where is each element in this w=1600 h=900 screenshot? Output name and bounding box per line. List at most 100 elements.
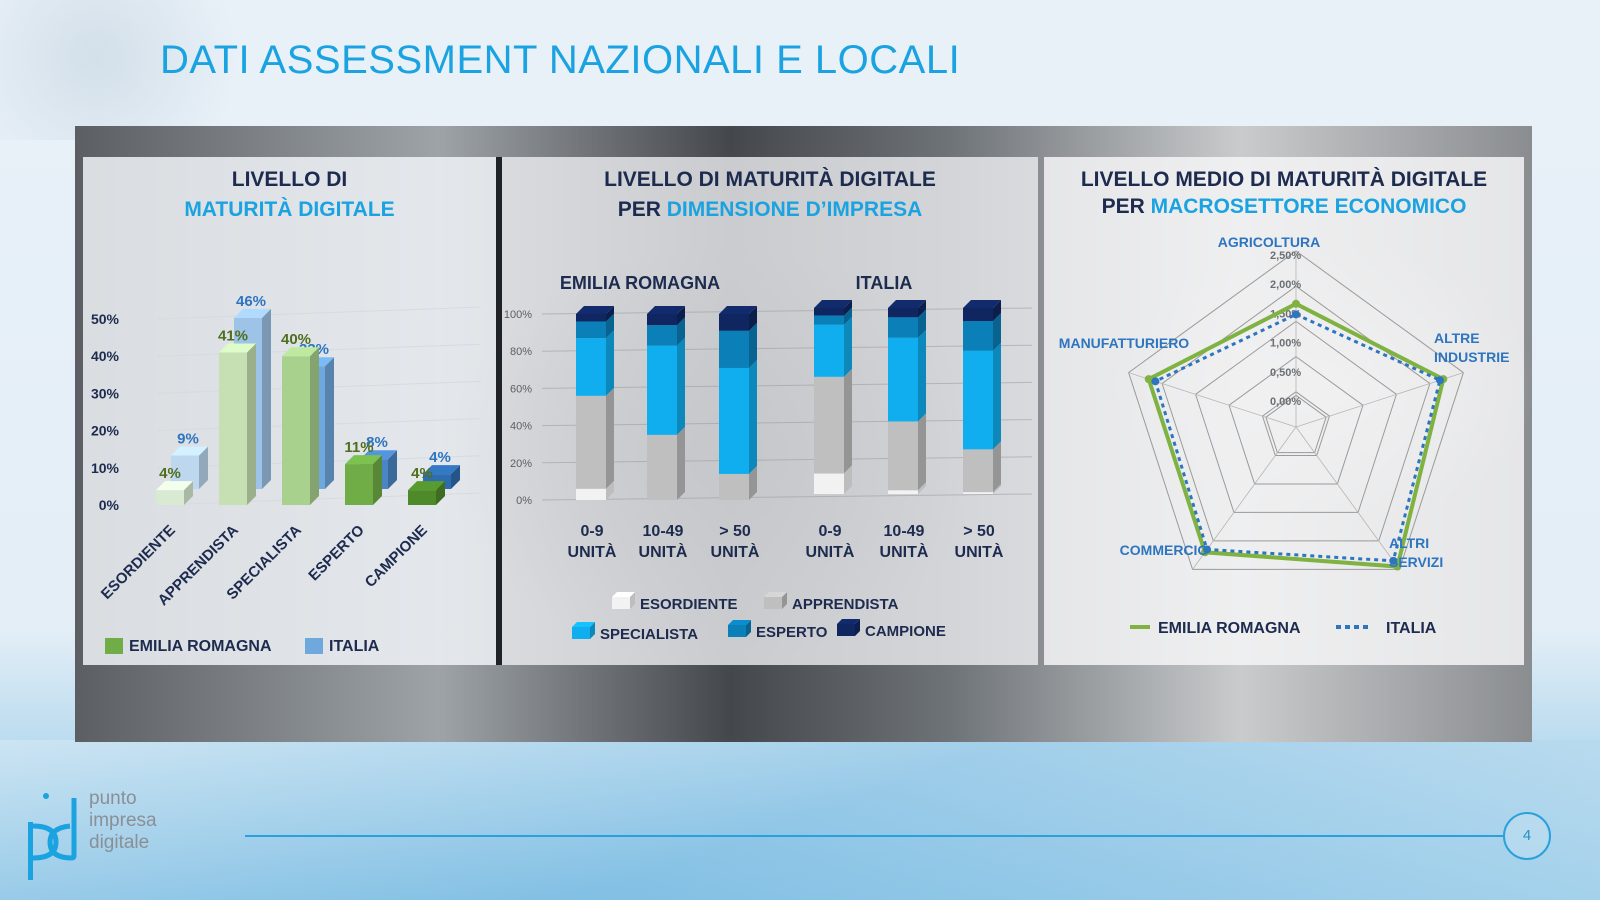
bar-segment-campione xyxy=(814,300,852,316)
x-category-label: 10-49 xyxy=(643,523,684,540)
radar-point xyxy=(1292,310,1300,319)
panel-title: LIVELLO DI MATURITÀ DIGITALE xyxy=(83,165,496,225)
page-title: DATI ASSESSMENT NAZIONALI E LOCALI xyxy=(160,38,961,82)
panel-title-prefix: PER xyxy=(1101,195,1151,218)
bar-segment-specialista-side xyxy=(918,329,926,422)
bar-segment-campione-side xyxy=(677,306,685,326)
gridline xyxy=(541,493,1033,501)
legend-swatch-side xyxy=(855,619,860,636)
bar-segment-apprendista-side xyxy=(844,368,852,474)
y-tick-label: 10% xyxy=(91,460,120,476)
bar-segment-campione-side xyxy=(993,300,1001,322)
bar-segment-specialista-side xyxy=(844,316,852,377)
bar-segment-apprendista-front xyxy=(647,434,677,500)
x-category-label: 10-49 xyxy=(884,523,925,540)
legend-label: EMILIA ROMAGNA xyxy=(1158,620,1301,637)
legend-swatch-front xyxy=(572,627,590,639)
bar-italia-side xyxy=(388,450,397,489)
radar-tick-label: 0,50% xyxy=(1270,367,1301,379)
radar-axis-label: COMMERCIO xyxy=(1120,542,1209,558)
radar-series-italia xyxy=(1153,312,1442,563)
gridline xyxy=(541,381,1033,389)
legend-label: CAMPIONE xyxy=(865,623,946,640)
bar-emilia-romagna-front xyxy=(282,356,310,505)
legend-label: ESORDIENTE xyxy=(640,596,738,613)
bar-segment-campione-top xyxy=(719,306,757,314)
radar-axis-label: AGRICOLTURA xyxy=(1218,234,1320,250)
radar-point xyxy=(1389,556,1398,565)
bar-segment-apprendista-side xyxy=(749,465,757,500)
bar-segment-esperto-side xyxy=(918,309,926,338)
radar-gridline xyxy=(1261,391,1331,456)
logo-line-3: digitale xyxy=(89,832,150,853)
bar-segment-specialista xyxy=(576,330,614,396)
bar-segment-specialista-side xyxy=(749,359,757,474)
gridline xyxy=(541,344,1033,352)
panel-company-size: LIVELLO DI MATURITÀ DIGITALE PER DIMENSI… xyxy=(502,157,1038,665)
logo-text: punto impresa digitale xyxy=(89,788,157,854)
bar-italia-side xyxy=(325,357,334,489)
bar-italia-side xyxy=(451,465,460,489)
panel-title-line1: LIVELLO MEDIO DI MATURITÀ DIGITALE xyxy=(1080,168,1488,191)
legend-label: SPECIALISTA xyxy=(600,626,698,643)
bar-segment-specialista-side xyxy=(993,342,1001,450)
bar-emilia-romagna-front xyxy=(219,352,247,505)
decorative-background-shapes xyxy=(0,740,1600,900)
bar-segment-campione-top xyxy=(888,300,926,308)
panel-divider xyxy=(496,157,502,665)
radar-point xyxy=(1393,562,1402,571)
bar-segment-esordiente-side xyxy=(606,480,614,500)
radar-tick-label: 2,50% xyxy=(1270,250,1301,262)
bar-emilia-romagna-side xyxy=(373,455,382,505)
legend-swatch-front xyxy=(612,597,630,609)
bar-segment-esordiente-front xyxy=(963,492,993,494)
bar-segment-specialista-front xyxy=(814,324,844,377)
data-label-italia: 8% xyxy=(366,434,388,451)
radar-tick-label: 2,00% xyxy=(1270,279,1301,291)
bar-emilia-romagna-top xyxy=(345,455,382,465)
legend-swatch-top xyxy=(837,619,860,624)
radar-point xyxy=(1151,377,1160,386)
legend-swatch-side xyxy=(590,622,595,639)
bar-emilia-romagna xyxy=(408,481,445,505)
legend-swatch xyxy=(305,638,323,654)
legend-swatch-front xyxy=(764,597,782,609)
bar-emilia-romagna-side xyxy=(247,343,256,505)
bar-segment-esordiente-front xyxy=(888,490,918,494)
bar-italia-side xyxy=(262,308,271,489)
radar-spoke xyxy=(1192,426,1297,570)
bar-segment-esperto-front xyxy=(888,317,918,338)
radar-axis-label: MANUFATTURIERO xyxy=(1059,335,1190,351)
bar-segment-esordiente-front xyxy=(814,473,844,494)
bar-emilia-romagna xyxy=(282,347,319,505)
radar-point xyxy=(1435,376,1444,385)
radar-point xyxy=(1292,299,1300,308)
radar-gridline xyxy=(1265,394,1327,454)
panel-title: LIVELLO MEDIO DI MATURITÀ DIGITALE PER M… xyxy=(1044,165,1524,222)
legend-label: ITALIA xyxy=(1386,620,1437,637)
data-label-emilia-romagna: 41% xyxy=(218,327,248,344)
bar-segment-campione-top xyxy=(576,306,614,314)
bar-segment-apprendista-side xyxy=(606,387,614,489)
x-category-label: UNITÀ xyxy=(880,542,929,561)
bar-segment-specialista xyxy=(719,359,757,474)
y-tick-label: 30% xyxy=(91,385,120,401)
legend-label: EMILIA ROMAGNA xyxy=(129,638,272,655)
bar-emilia-romagna-front xyxy=(156,490,184,505)
bar-segment-esperto-side xyxy=(606,313,614,339)
page-number: 4 xyxy=(1503,812,1551,860)
data-label-italia: 4% xyxy=(429,449,451,466)
bar-emilia-romagna-top xyxy=(156,481,193,491)
legend-swatch-front xyxy=(837,624,855,636)
legend-swatch xyxy=(612,592,635,609)
gridline xyxy=(156,306,482,320)
panel-title-highlight: MACROSETTORE ECONOMICO xyxy=(1150,195,1467,218)
bar-segment-campione xyxy=(719,306,757,331)
bar-segment-campione-side xyxy=(918,300,926,318)
data-label-emilia-romagna: 11% xyxy=(344,439,373,456)
bar-segment-specialista-front xyxy=(963,350,993,450)
bar-segment-campione-top xyxy=(647,306,685,314)
data-label-emilia-romagna: 4% xyxy=(159,465,181,482)
decorative-network-graphic xyxy=(0,0,320,140)
bar-segment-apprendista xyxy=(647,426,685,500)
